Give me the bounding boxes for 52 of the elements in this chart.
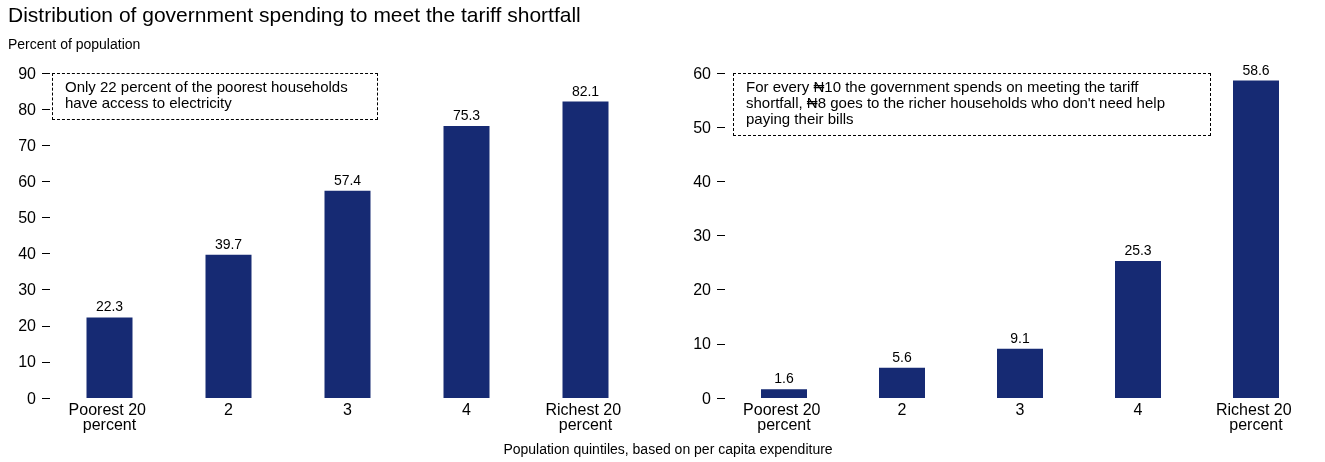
y-tick-label: 20	[693, 281, 712, 299]
y-tick-label: 40	[18, 245, 37, 263]
x-tick-label: Richest 20 percent	[545, 401, 626, 433]
bar	[1115, 260, 1161, 398]
bar	[997, 348, 1043, 398]
y-tick-label: 30	[693, 227, 712, 244]
y-tick-label: 70	[18, 136, 37, 154]
data-label: 58.6	[1242, 61, 1270, 78]
x-tick-label: 2	[897, 401, 907, 418]
chart-title: Distribution of government spending to meet the tariff shortfall	[8, 3, 581, 27]
data-label: 39.7	[214, 235, 243, 252]
bar	[562, 101, 609, 398]
bar	[86, 317, 133, 398]
y-axis-title: Percent of population	[8, 36, 141, 52]
y-tick-label: 80	[18, 100, 37, 118]
x-tick-label: Richest 20 percent	[1215, 401, 1297, 433]
x-tick-label: Poorest 20 percent	[68, 401, 151, 433]
bar	[205, 254, 252, 398]
y-tick-label: 40	[693, 172, 712, 190]
data-label: 82.1	[571, 82, 600, 99]
data-label: 57.4	[333, 171, 362, 188]
x-tick-label: 3	[343, 401, 353, 418]
y-tick-label: 0	[27, 389, 37, 407]
bar	[879, 367, 925, 398]
data-label: 1.6	[774, 370, 794, 387]
y-tick-label: 60	[693, 64, 712, 82]
y-tick-label: 0	[702, 389, 712, 407]
data-label: 5.6	[892, 348, 912, 365]
bar	[1233, 80, 1279, 398]
y-tick-label: 30	[18, 281, 37, 299]
y-tick-label: 20	[18, 317, 37, 335]
x-tick-label: 4	[1133, 401, 1143, 418]
y-tick-label: 50	[18, 208, 37, 226]
x-tick-label: Poorest 20 percent	[743, 401, 825, 433]
y-tick-label: 60	[18, 172, 37, 190]
y-tick-label: 10	[693, 335, 712, 353]
annotation: For every ₦10 the government spends on meeting the tariff shortfall, ₦8 goes to the richer households who don't need help paying their bills	[733, 73, 1211, 136]
data-label: 25.3	[1124, 241, 1152, 258]
bar	[761, 389, 807, 398]
bar	[324, 190, 371, 398]
annotation: Only 22 percent of the poorest households have access to electricity	[52, 73, 378, 120]
y-tick-label: 10	[18, 353, 37, 371]
y-tick-label: 50	[693, 118, 712, 136]
x-axis-title: Population quintiles, based on per capita expenditure	[503, 441, 833, 457]
x-tick-label: 2	[224, 401, 234, 418]
data-label: 9.1	[1010, 329, 1030, 346]
y-tick-label: 90	[18, 64, 37, 82]
bar	[443, 126, 490, 398]
x-tick-label: 3	[1015, 401, 1025, 418]
data-label: 75.3	[452, 107, 481, 124]
x-tick-label: 4	[462, 401, 472, 418]
data-label: 22.3	[95, 298, 124, 315]
